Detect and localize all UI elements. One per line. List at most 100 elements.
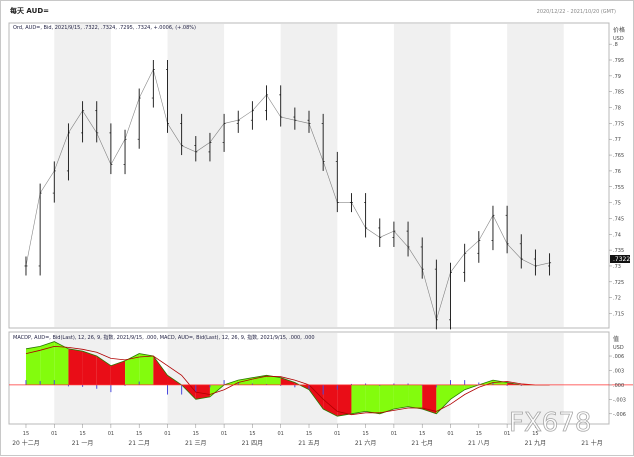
x-month-label: 21 九月 (525, 439, 547, 447)
x-month-label: 21 五月 (298, 440, 320, 447)
macd-tick-label: -.006 (613, 412, 626, 418)
macd-area (252, 375, 267, 385)
price-tick-label: .765 (613, 153, 624, 159)
month-band (507, 333, 564, 423)
x-day-label: 15 (306, 431, 312, 437)
price-axis-title: 价格 (613, 26, 625, 34)
macd-area (68, 348, 83, 385)
macd-area (337, 384, 352, 417)
macd-area (266, 375, 281, 385)
x-day-label: 15 (193, 431, 199, 437)
macd-area (40, 341, 55, 385)
signal-line (25, 345, 550, 416)
price-tick-label: .73 (613, 264, 621, 270)
x-month-label: 21 四月 (242, 440, 264, 447)
price-line (25, 68, 550, 321)
x-month-label: 21 二月 (128, 440, 150, 447)
macd-area (125, 353, 140, 385)
watermark: FX678 (509, 408, 591, 438)
x-day-label: 01 (447, 431, 453, 437)
price-tick-label: .77 (613, 137, 621, 143)
month-band (167, 333, 225, 423)
macd-area (96, 356, 111, 385)
x-day-label: 15 (419, 431, 425, 437)
month-band (167, 24, 225, 327)
month-band (393, 333, 451, 423)
x-day-label: 15 (362, 431, 368, 437)
x-day-label: 01 (391, 431, 397, 437)
price-axis-unit: USD (613, 36, 624, 42)
x-month-label: 20 十二月 (12, 439, 40, 447)
x-day-label: 01 (164, 431, 170, 437)
x-month-label: 21 三月 (185, 440, 207, 447)
macd-area (82, 351, 97, 385)
macd-area (139, 353, 154, 385)
macd-area (379, 384, 394, 414)
month-band (393, 24, 451, 327)
x-month-label: 21 八月 (468, 440, 490, 447)
price-tick-label: .785 (613, 90, 624, 96)
macd-area (393, 384, 409, 409)
price-tick-label: .74 (613, 232, 621, 238)
macd-area (54, 341, 69, 385)
macd-line (25, 341, 550, 417)
price-tick-label: .745 (613, 216, 624, 222)
x-day-label: 01 (504, 431, 510, 437)
macd-area (408, 384, 423, 409)
x-day-label: 15 (23, 431, 29, 437)
macd-tick-label: -.003 (613, 397, 626, 403)
x-day-label: 01 (108, 431, 114, 437)
price-tick-label: .755 (613, 185, 624, 191)
x-day-label: 01 (334, 431, 340, 437)
macd-area (492, 380, 508, 385)
x-day-label: 01 (51, 431, 57, 437)
macd-tick-label: .000 (613, 383, 624, 389)
price-tick-label: .735 (613, 248, 624, 254)
date-range: 2020/12/22 - 2021/10/20 (GMT) (537, 9, 616, 15)
price-tick-label: .72 (613, 296, 621, 302)
macd-area (110, 360, 126, 385)
x-day-label: 15 (249, 431, 255, 437)
macd-area (365, 384, 380, 414)
x-month-label: 21 七月 (411, 439, 433, 447)
macd-axis-title: 值 (613, 335, 619, 343)
macd-area (309, 384, 324, 409)
last-price-tag (610, 254, 630, 263)
price-tick-label: .715 (613, 311, 624, 317)
macd-area (422, 384, 437, 414)
price-tick-label: .8 (613, 42, 618, 48)
macd-area (25, 346, 41, 385)
x-day-label: 15 (476, 431, 482, 437)
x-day-label: 15 (532, 431, 538, 437)
price-tick-label: .78 (613, 106, 621, 112)
x-day-label: 15 (136, 431, 142, 437)
macd-area (436, 384, 451, 414)
price-legend: Ord, AUD=, Bid, 2021/9/15, .7322, .7324,… (13, 25, 196, 31)
macd-area (450, 384, 465, 400)
x-month-label: 21 十月 (581, 439, 603, 447)
x-month-label: 21 六月 (355, 439, 377, 447)
price-tick-label: .75 (613, 201, 621, 207)
macd-axis-unit: USD (613, 345, 624, 351)
macd-area (153, 356, 168, 385)
x-day-label: 15 (79, 431, 85, 437)
month-band (54, 24, 111, 327)
macd-legend: MACDP, AUD=, Bid(Last), 12, 26, 9, 指数, 2… (13, 334, 315, 341)
price-tick-label: .775 (613, 121, 624, 127)
price-tick-label: .725 (613, 280, 624, 286)
x-day-label: 01 (278, 431, 284, 437)
price-tick-label: .795 (613, 58, 624, 64)
macd-area (351, 384, 366, 414)
month-band (507, 24, 564, 327)
macd-tick-label: .003 (613, 368, 624, 374)
price-tick-label: .79 (613, 74, 621, 80)
last-price-label: .7322 (613, 256, 630, 263)
x-month-label: 21 一月 (72, 440, 94, 447)
macd-tick-label: .006 (613, 354, 624, 360)
macd-area (195, 384, 210, 400)
window-title: 每天 AUD= (10, 6, 49, 15)
price-tick-label: .76 (613, 169, 621, 175)
month-band (280, 24, 338, 327)
